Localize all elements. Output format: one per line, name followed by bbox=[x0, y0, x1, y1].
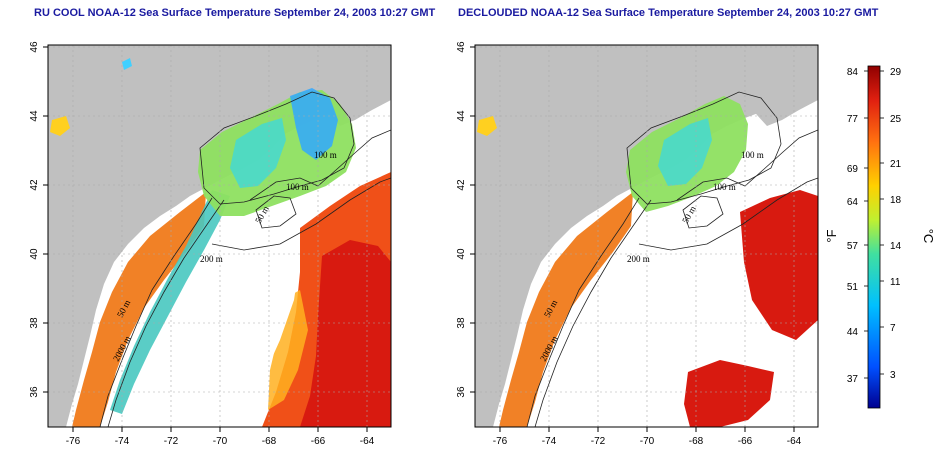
left-xtick: -74 bbox=[115, 436, 130, 447]
colorbar-c-tick: 29 bbox=[890, 67, 902, 78]
colorbar-f-tick: 64 bbox=[847, 197, 859, 208]
right-map: 100 m 100 m 50 m 200 m 50 m 2000 m -76 -… bbox=[456, 41, 819, 447]
right-contour-200m-east bbox=[638, 177, 818, 251]
left-sst-small-patch bbox=[50, 116, 70, 136]
left-sst-gulf-maine-cyan bbox=[230, 118, 286, 188]
colorbar-celsius-label: °C bbox=[921, 229, 936, 244]
colorbar-c-tick: 3 bbox=[890, 370, 896, 381]
left-ytick: 38 bbox=[29, 317, 40, 329]
left-contour-200m bbox=[99, 197, 213, 427]
left-label-200m: 200 m bbox=[200, 254, 223, 264]
right-land-novascotia bbox=[732, 60, 818, 126]
left-sst-offshore-patches bbox=[268, 290, 308, 410]
colorbar-f-tick: 84 bbox=[847, 67, 859, 78]
right-label-100m-lower: 100 m bbox=[713, 182, 736, 192]
colorbar-f-tick: 57 bbox=[847, 241, 859, 252]
right-gridlines bbox=[475, 45, 818, 427]
colorbar-c-tick: 11 bbox=[890, 277, 901, 288]
left-contour-gulf bbox=[199, 91, 355, 205]
colorbar-f-tick: 44 bbox=[847, 327, 859, 338]
right-contour-gulf bbox=[626, 91, 782, 205]
left-cloud-gap bbox=[150, 228, 300, 427]
left-contour-100m bbox=[249, 129, 391, 201]
colorbar-gradient bbox=[867, 65, 881, 409]
left-xtick: -76 bbox=[66, 436, 81, 447]
left-ytick: 36 bbox=[29, 386, 40, 398]
right-xtick: -70 bbox=[640, 436, 655, 447]
right-ytick: 38 bbox=[456, 317, 467, 329]
left-label-100m-lower: 100 m bbox=[286, 182, 309, 192]
colorbar-f-tick: 77 bbox=[847, 114, 859, 125]
left-xtick: -64 bbox=[360, 436, 375, 447]
colorbar-c-tick: 21 bbox=[890, 159, 902, 170]
right-sst-small-patch bbox=[477, 116, 497, 136]
left-label-100m-upper: 100 m bbox=[314, 150, 337, 160]
left-contour-50m bbox=[255, 195, 297, 229]
right-sst-gulf-maine-cyan bbox=[658, 118, 712, 186]
left-sst-shelf bbox=[72, 192, 206, 427]
left-sst-gulf-maine-blue bbox=[290, 88, 338, 160]
left-ytick: 46 bbox=[29, 41, 40, 53]
right-label-100m-upper: 100 m bbox=[741, 150, 764, 160]
colorbar-c-tick: 14 bbox=[890, 241, 902, 252]
left-xtick: -68 bbox=[262, 436, 277, 447]
left-sst-offshore-hot bbox=[300, 240, 391, 427]
right-xtick: -66 bbox=[738, 436, 753, 447]
right-sst-shelf bbox=[499, 192, 633, 427]
right-contour-2000m bbox=[534, 199, 652, 427]
colorbar-f-tick: 37 bbox=[847, 374, 859, 385]
left-ytick: 40 bbox=[29, 248, 40, 260]
left-gridlines bbox=[48, 45, 391, 427]
right-contour-100m bbox=[676, 129, 818, 201]
colorbar-c-tick: 7 bbox=[890, 323, 896, 334]
left-xtick: -66 bbox=[311, 436, 326, 447]
right-land bbox=[475, 45, 818, 427]
left-contour-200m-east bbox=[211, 177, 391, 251]
right-sst-offshore-hot bbox=[740, 190, 818, 340]
right-ytick: 36 bbox=[456, 386, 467, 398]
right-ytick: 40 bbox=[456, 248, 467, 260]
colorbar-f-tick: 51 bbox=[847, 282, 859, 293]
right-map-title: DECLOUDED NOAA-12 Sea Surface Temperatur… bbox=[458, 7, 879, 19]
colorbar-fahrenheit-label: °F bbox=[824, 229, 839, 242]
left-map: 100 m 100 m 50 m 200 m 50 m 2000 m -76 bbox=[29, 41, 392, 447]
right-ytick: 46 bbox=[456, 41, 467, 53]
left-xtick: -72 bbox=[164, 436, 179, 447]
left-ytick: 44 bbox=[29, 110, 40, 122]
left-sst-small-patch-2 bbox=[122, 58, 132, 70]
right-label-200m: 200 m bbox=[627, 254, 650, 264]
right-ytick: 44 bbox=[456, 110, 467, 122]
right-xtick: -72 bbox=[591, 436, 606, 447]
left-xtick: -70 bbox=[213, 436, 228, 447]
left-map-title: RU COOL NOAA-12 Sea Surface Temperature … bbox=[34, 7, 436, 19]
left-land bbox=[48, 45, 391, 427]
right-contour-50m bbox=[682, 195, 724, 229]
left-contour-2000m bbox=[107, 199, 225, 427]
right-sst-offshore-south bbox=[684, 360, 774, 427]
colorbar: 84 77 69 64 57 51 44 37 29 25 21 18 14 1… bbox=[824, 65, 936, 409]
colorbar-c-tick: 25 bbox=[890, 114, 902, 125]
colorbar-c-tick: 18 bbox=[890, 195, 902, 206]
right-xtick: -68 bbox=[689, 436, 704, 447]
left-ytick: 42 bbox=[29, 179, 40, 191]
right-xtick: -76 bbox=[493, 436, 508, 447]
right-xtick: -64 bbox=[787, 436, 802, 447]
colorbar-f-tick: 69 bbox=[847, 164, 859, 175]
left-sst-slope-band bbox=[110, 190, 230, 414]
right-contour-200m bbox=[526, 197, 640, 427]
right-ytick: 42 bbox=[456, 179, 467, 191]
right-xtick: -74 bbox=[542, 436, 557, 447]
